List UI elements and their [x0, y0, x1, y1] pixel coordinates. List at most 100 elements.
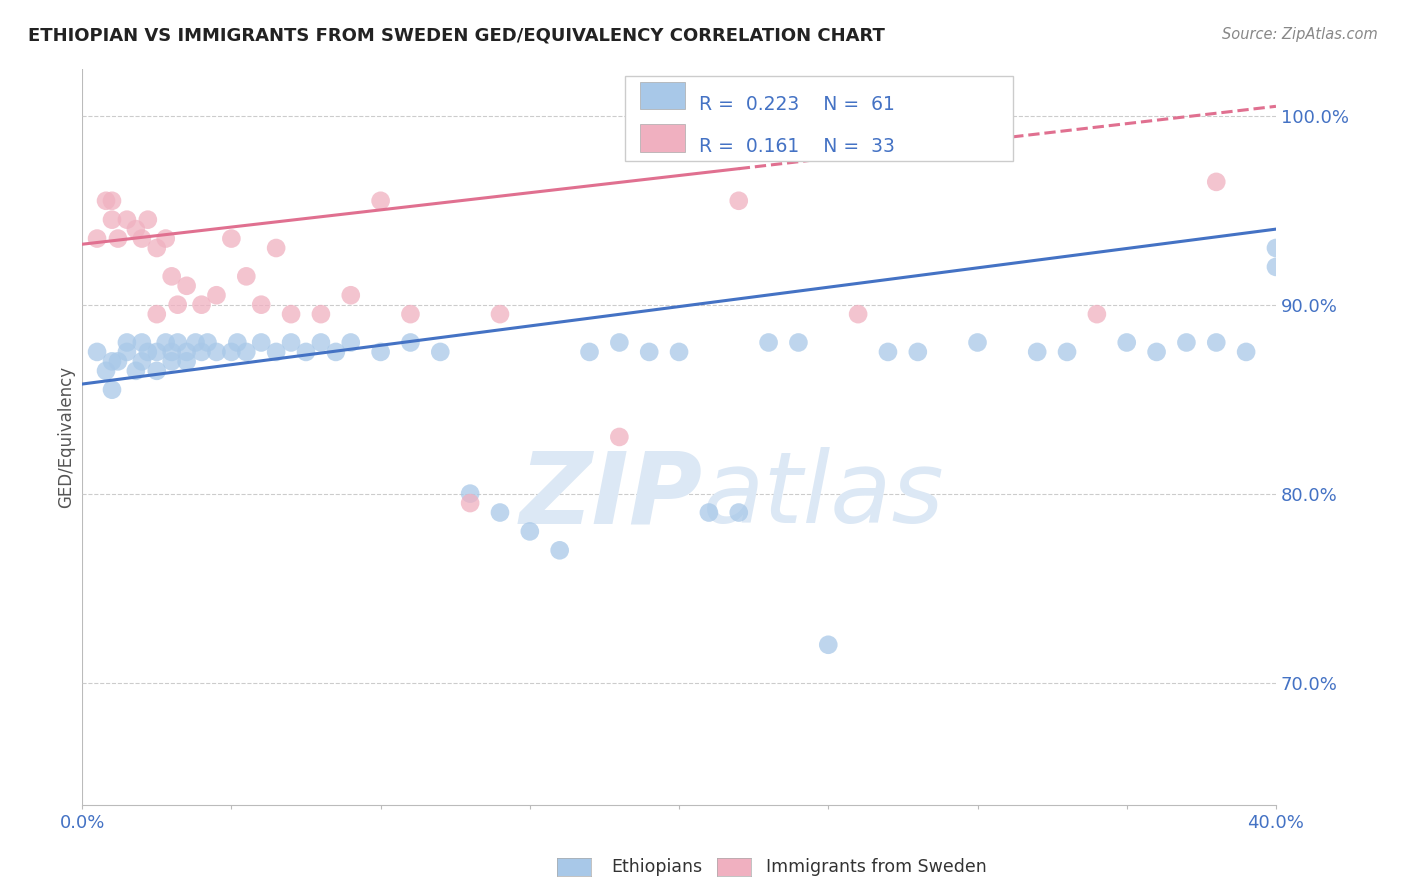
- Bar: [640, 124, 685, 152]
- Point: [264, 345, 287, 359]
- Point: [325, 345, 347, 359]
- Point: [280, 335, 302, 350]
- Point: [548, 543, 571, 558]
- Point: [727, 506, 749, 520]
- Point: [1115, 335, 1137, 350]
- Point: [250, 298, 273, 312]
- Point: [205, 288, 228, 302]
- Point: [131, 231, 153, 245]
- Point: [160, 269, 183, 284]
- Point: [136, 345, 159, 359]
- Point: [399, 307, 422, 321]
- Point: [1205, 335, 1227, 350]
- Point: [131, 354, 153, 368]
- Point: [190, 298, 212, 312]
- Point: [907, 345, 929, 359]
- Point: [101, 383, 124, 397]
- Point: [176, 278, 198, 293]
- Point: [727, 194, 749, 208]
- Point: [966, 335, 988, 350]
- Point: [226, 335, 249, 350]
- Point: [235, 269, 257, 284]
- Point: [176, 354, 198, 368]
- Point: [1175, 335, 1198, 350]
- Point: [309, 307, 332, 321]
- Point: [877, 345, 900, 359]
- FancyBboxPatch shape: [626, 76, 1014, 161]
- Point: [197, 335, 219, 350]
- Point: [145, 307, 167, 321]
- Point: [190, 345, 212, 359]
- Point: [94, 194, 117, 208]
- Point: [609, 430, 631, 444]
- Point: [1085, 307, 1108, 321]
- Point: [115, 212, 138, 227]
- Point: [697, 506, 720, 520]
- Point: [758, 335, 780, 350]
- Point: [107, 354, 129, 368]
- Point: [184, 335, 207, 350]
- Point: [1205, 175, 1227, 189]
- Point: [125, 364, 148, 378]
- Point: [125, 222, 148, 236]
- Point: [1234, 345, 1257, 359]
- Point: [131, 335, 153, 350]
- Point: [155, 335, 177, 350]
- Point: [94, 364, 117, 378]
- Point: [668, 345, 690, 359]
- Text: Ethiopians: Ethiopians: [612, 858, 703, 876]
- Point: [86, 231, 108, 245]
- Point: [166, 335, 188, 350]
- Text: R =  0.161    N =  33: R = 0.161 N = 33: [699, 137, 896, 156]
- Point: [145, 364, 167, 378]
- Point: [115, 345, 138, 359]
- Point: [519, 524, 541, 539]
- Point: [250, 335, 273, 350]
- Point: [489, 506, 512, 520]
- Point: [107, 231, 129, 245]
- Point: [609, 335, 631, 350]
- Point: [101, 194, 124, 208]
- Point: [429, 345, 451, 359]
- Point: [280, 307, 302, 321]
- Point: [235, 345, 257, 359]
- Point: [221, 345, 243, 359]
- Point: [155, 231, 177, 245]
- Point: [370, 194, 392, 208]
- Bar: [640, 82, 685, 110]
- Point: [1146, 345, 1168, 359]
- Point: [1056, 345, 1078, 359]
- Point: [176, 345, 198, 359]
- Point: [578, 345, 600, 359]
- Point: [787, 335, 810, 350]
- Point: [295, 345, 318, 359]
- Point: [264, 241, 287, 255]
- Point: [86, 345, 108, 359]
- Point: [136, 212, 159, 227]
- Point: [1265, 260, 1288, 274]
- Point: [489, 307, 512, 321]
- Y-axis label: GED/Equivalency: GED/Equivalency: [58, 366, 75, 508]
- Point: [458, 496, 481, 510]
- Text: Immigrants from Sweden: Immigrants from Sweden: [766, 858, 987, 876]
- Point: [145, 241, 167, 255]
- Point: [160, 345, 183, 359]
- Point: [166, 298, 188, 312]
- Text: R =  0.223    N =  61: R = 0.223 N = 61: [699, 95, 896, 114]
- Point: [458, 486, 481, 500]
- Point: [817, 638, 839, 652]
- Point: [1265, 241, 1288, 255]
- Point: [160, 354, 183, 368]
- Point: [399, 335, 422, 350]
- Point: [1026, 345, 1049, 359]
- Point: [221, 231, 243, 245]
- Point: [339, 335, 361, 350]
- Point: [101, 212, 124, 227]
- Text: ZIP: ZIP: [520, 448, 703, 544]
- Point: [101, 354, 124, 368]
- Point: [115, 335, 138, 350]
- Point: [205, 345, 228, 359]
- Text: atlas: atlas: [703, 448, 945, 544]
- Point: [309, 335, 332, 350]
- Point: [638, 345, 661, 359]
